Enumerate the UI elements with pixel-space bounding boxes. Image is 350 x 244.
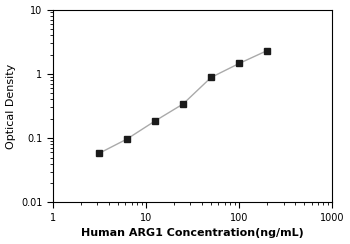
Y-axis label: Optical Density: Optical Density (6, 63, 15, 149)
X-axis label: Human ARG1 Concentration(ng/mL): Human ARG1 Concentration(ng/mL) (81, 228, 304, 238)
